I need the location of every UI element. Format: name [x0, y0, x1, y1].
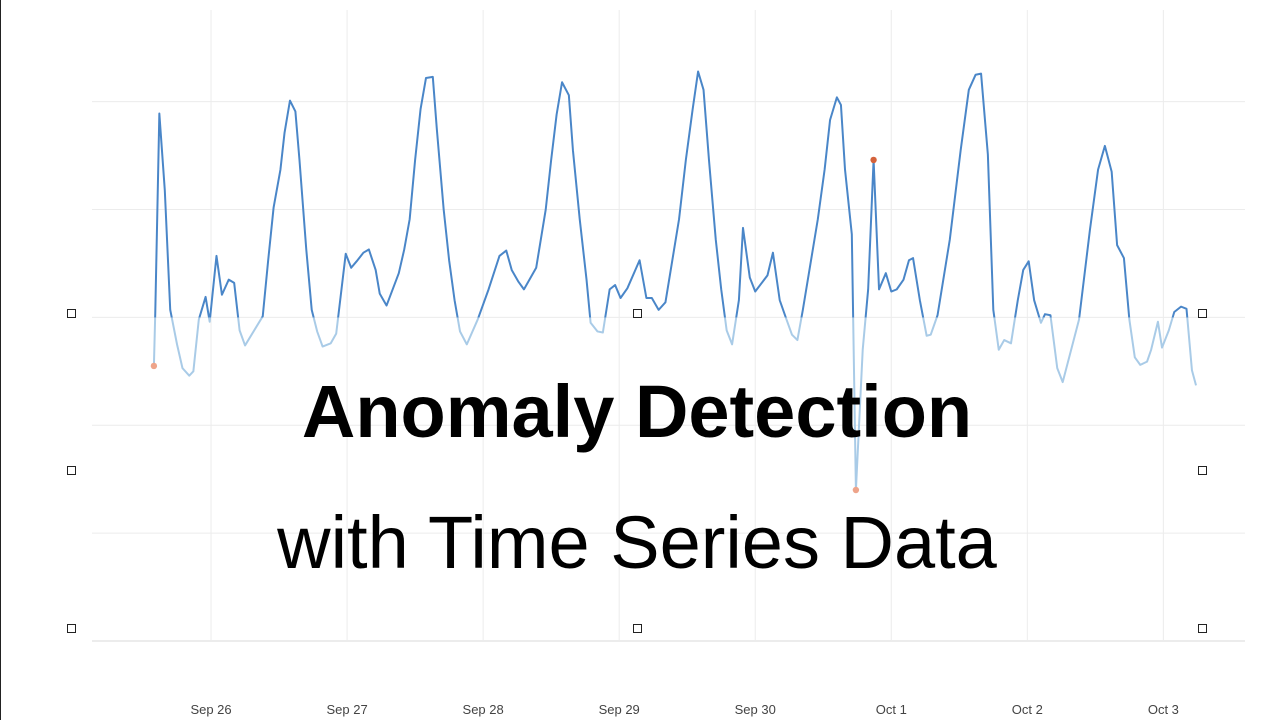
selection-handles — [67, 309, 1207, 633]
handle — [633, 309, 642, 318]
handle — [67, 466, 76, 475]
x-tick-label: Oct 2 — [1012, 702, 1043, 717]
handle — [633, 624, 642, 633]
x-tick-label: Sep 26 — [190, 702, 231, 717]
anomaly-point — [852, 486, 860, 494]
anomaly-point — [150, 362, 158, 370]
grid: Sep 26 Sep 27 Sep 28 Sep 29 Sep 30 Oct 1 Oct 2… — [92, 10, 1245, 717]
series-line — [152, 70, 1197, 491]
x-tick-label: Oct 3 — [1148, 702, 1179, 717]
x-tick-label: Sep 27 — [326, 702, 367, 717]
handle — [67, 309, 76, 318]
title: Anomaly Detection — [302, 370, 972, 453]
subtitle: with Time Series Data — [276, 501, 998, 584]
x-tick-label: Sep 28 — [463, 702, 504, 717]
plot — [150, 70, 1197, 494]
anomaly-point — [870, 156, 877, 164]
handle — [1198, 624, 1207, 633]
x-tick-label: Sep 30 — [735, 702, 776, 717]
x-tick-label: Oct 1 — [876, 702, 907, 717]
handle — [1198, 309, 1207, 318]
x-tick-label: Sep 29 — [599, 702, 640, 717]
handle — [1198, 466, 1207, 475]
handle — [67, 624, 76, 633]
